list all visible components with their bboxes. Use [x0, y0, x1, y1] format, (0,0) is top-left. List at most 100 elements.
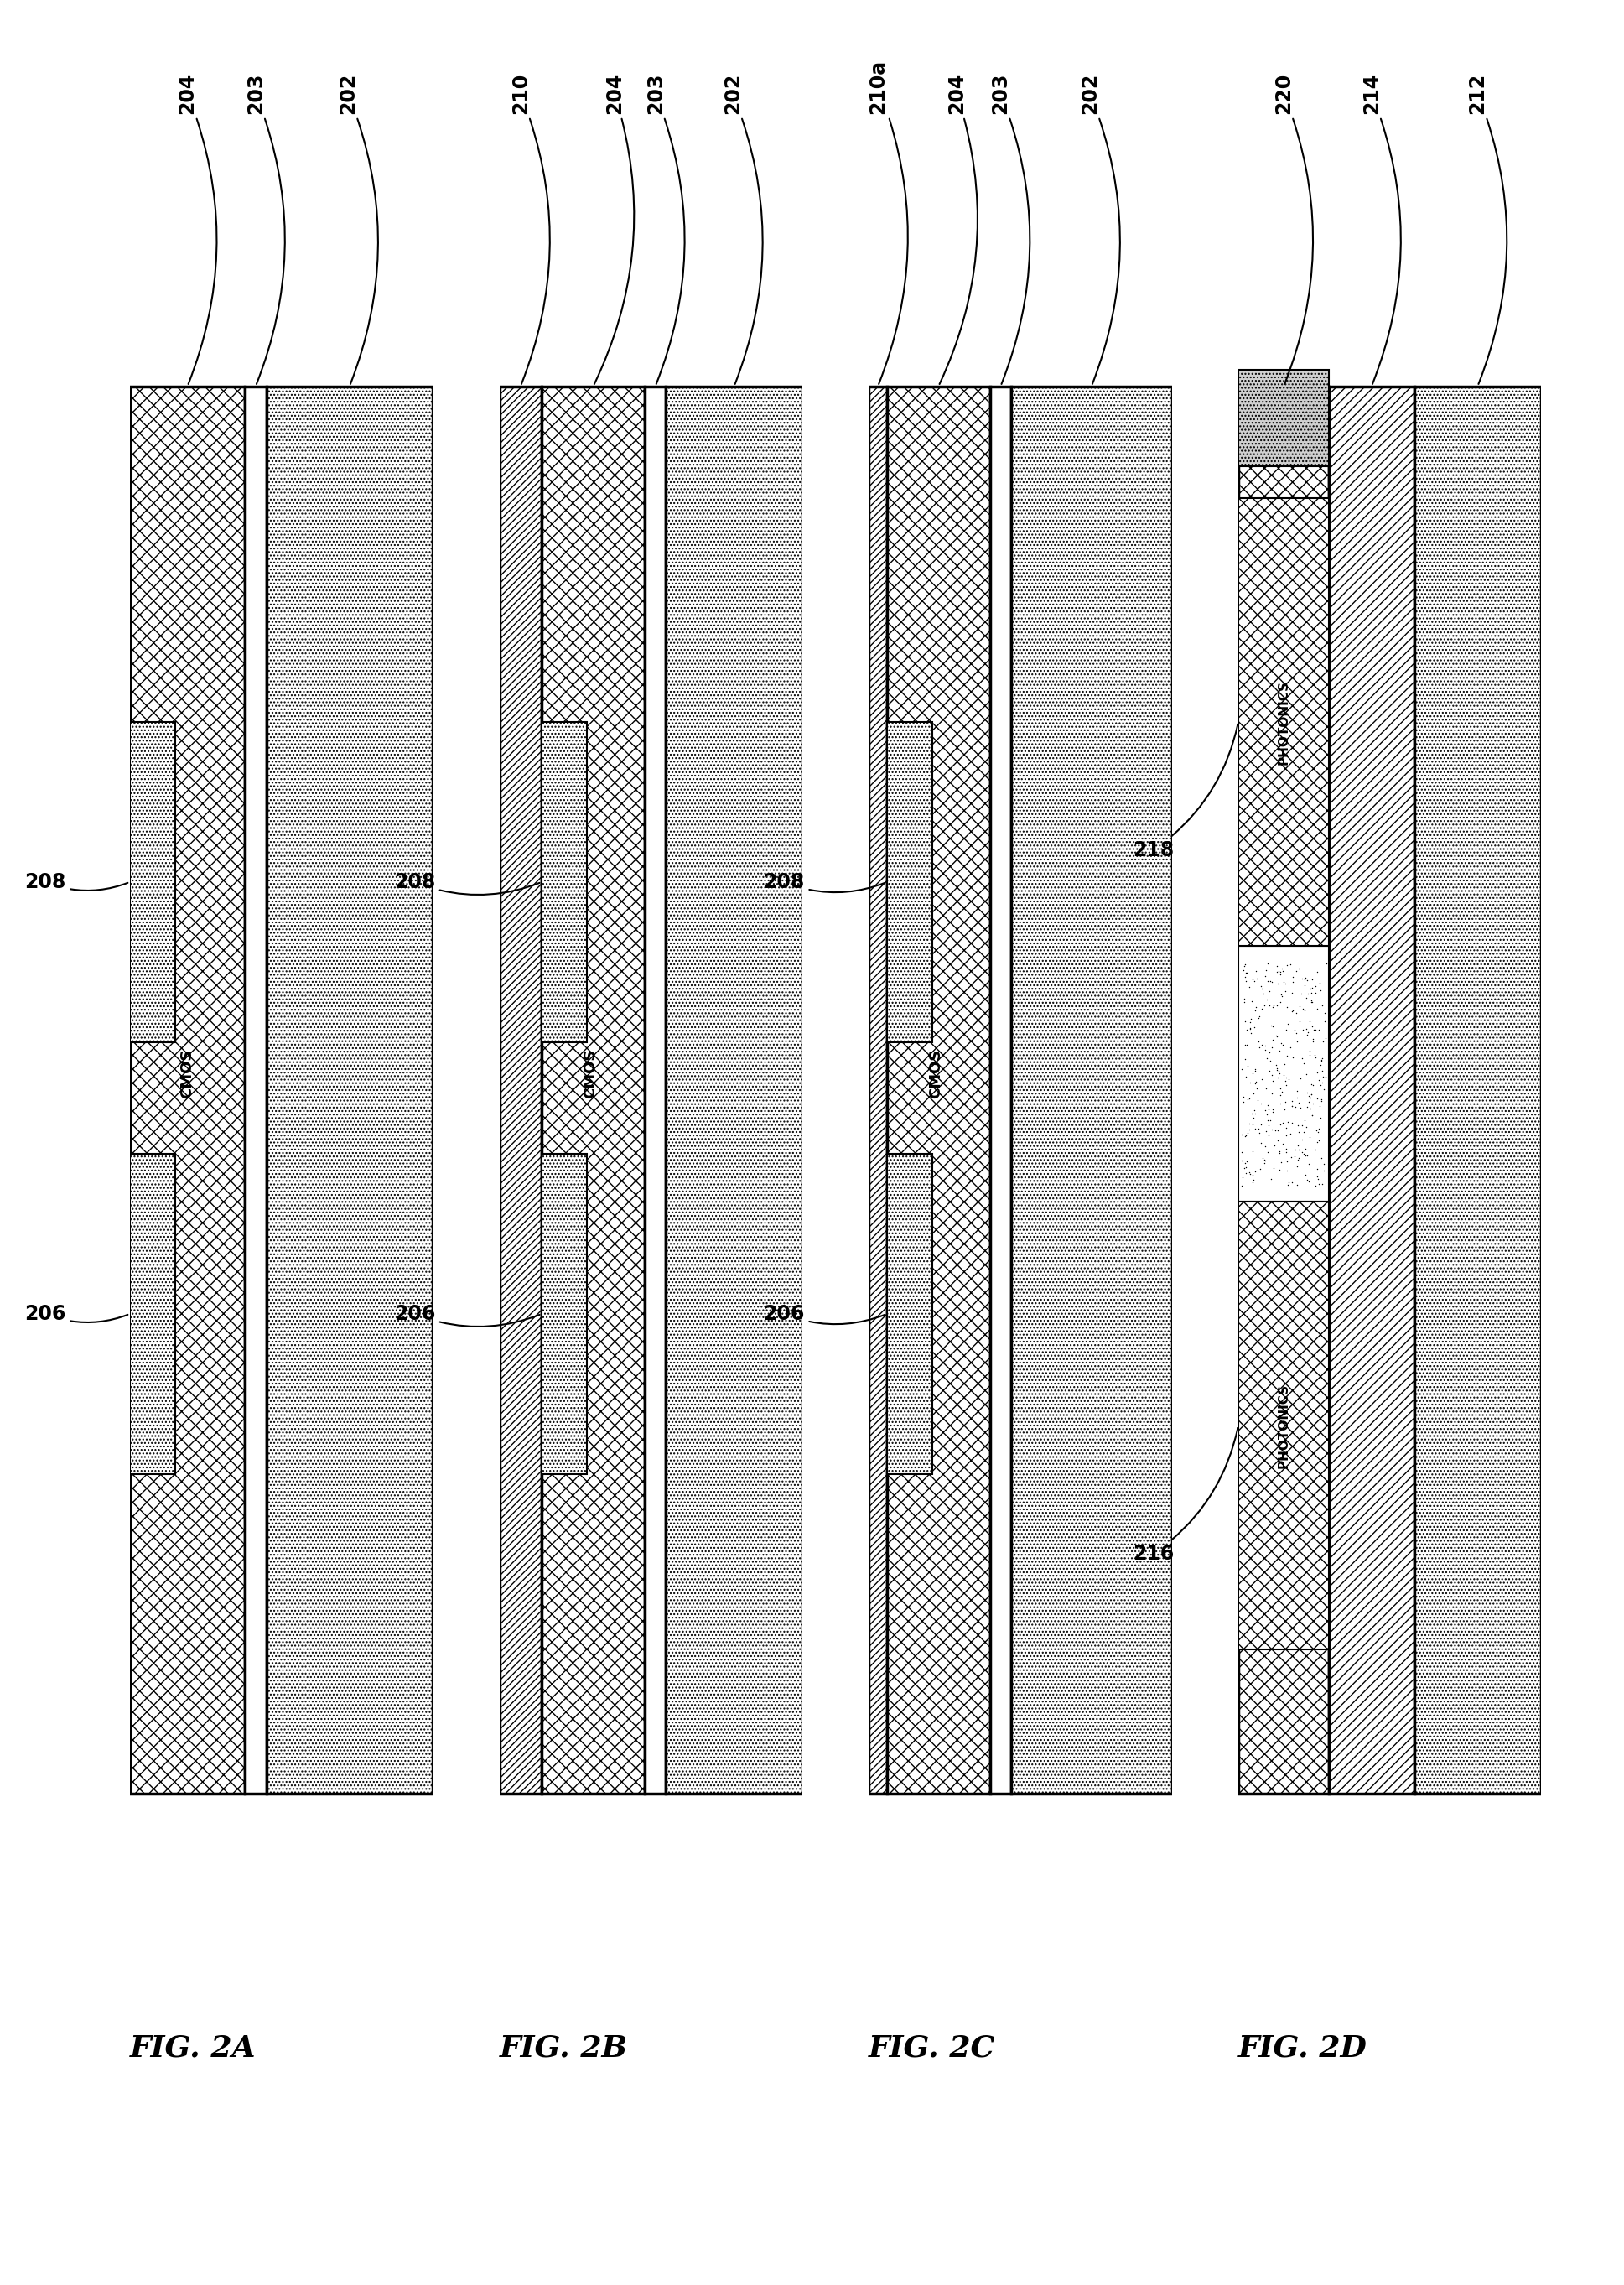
Point	[1267, 1056, 1293, 1092]
Point	[1260, 987, 1286, 1024]
Point	[1233, 1149, 1259, 1186]
Point	[1260, 1092, 1286, 1129]
Point	[1239, 1095, 1265, 1131]
Point	[1289, 1122, 1315, 1158]
Point	[1285, 951, 1311, 987]
Point	[1270, 1127, 1296, 1163]
Point	[1286, 1113, 1312, 1149]
Point	[1285, 1106, 1311, 1142]
Point	[1228, 1142, 1254, 1179]
Point	[1231, 980, 1257, 1017]
Point	[1270, 1056, 1296, 1092]
Point	[1272, 973, 1298, 1010]
Point	[1285, 1024, 1311, 1060]
Text: 216: 216	[1134, 1428, 1237, 1563]
Point	[1268, 1142, 1294, 1179]
Point	[1278, 992, 1304, 1028]
Point	[1293, 1131, 1319, 1168]
Point	[1254, 962, 1280, 999]
Point	[1298, 971, 1324, 1008]
Text: 212: 212	[1468, 73, 1507, 384]
Bar	[1415, 386, 1541, 1794]
Point	[1233, 1117, 1259, 1154]
Point	[1265, 1122, 1291, 1158]
Text: FIG. 2D: FIG. 2D	[1237, 2034, 1367, 2061]
Point	[1239, 1106, 1265, 1142]
Point	[1301, 1067, 1327, 1104]
Point	[1237, 1015, 1263, 1051]
Point	[1234, 1001, 1260, 1037]
Point	[1267, 983, 1293, 1019]
Point	[1231, 1117, 1257, 1154]
Point	[1231, 985, 1257, 1021]
Point	[1233, 955, 1259, 992]
Point	[1294, 1138, 1320, 1174]
Point	[1307, 1067, 1333, 1104]
Point	[1311, 1072, 1337, 1108]
Point	[1285, 1140, 1311, 1177]
Point	[1267, 1133, 1293, 1170]
Point	[1278, 1163, 1304, 1200]
Point	[1304, 953, 1330, 989]
Point	[1314, 946, 1340, 983]
Point	[1268, 951, 1294, 987]
Point	[1246, 1001, 1272, 1037]
Point	[1280, 1040, 1306, 1076]
Bar	[130, 722, 175, 1042]
Bar	[266, 386, 434, 1794]
Point	[1257, 973, 1283, 1010]
Point	[1307, 971, 1333, 1008]
Bar	[542, 1154, 588, 1474]
Point	[1299, 1024, 1325, 1060]
Point	[1237, 1010, 1263, 1047]
Point	[1237, 1001, 1263, 1037]
Point	[1309, 1065, 1335, 1101]
Point	[1273, 1117, 1299, 1154]
Point	[1233, 1042, 1259, 1079]
Point	[1247, 1085, 1273, 1122]
Point	[1273, 1108, 1299, 1145]
Point	[1299, 969, 1325, 1005]
Point	[1242, 992, 1268, 1028]
Point	[1304, 1081, 1330, 1117]
Bar	[887, 1154, 932, 1474]
Point	[1309, 1081, 1335, 1117]
Point	[1294, 962, 1320, 999]
Point	[1285, 1127, 1311, 1163]
Point	[1244, 1069, 1270, 1106]
Point	[1229, 1115, 1255, 1152]
Point	[1291, 1136, 1317, 1172]
Point	[1233, 1058, 1259, 1095]
Point	[1273, 1131, 1299, 1168]
Point	[1270, 953, 1296, 989]
Point	[1252, 1028, 1278, 1065]
Point	[1302, 1040, 1328, 1076]
Point	[1272, 1047, 1298, 1083]
Point	[1307, 964, 1333, 1001]
Point	[1260, 1008, 1286, 1044]
Point	[1260, 1063, 1286, 1099]
Point	[1285, 1165, 1311, 1202]
Point	[1237, 1005, 1263, 1042]
Point	[1249, 1026, 1275, 1063]
Point	[1241, 1092, 1267, 1129]
Point	[1247, 1115, 1273, 1152]
Point	[1233, 946, 1259, 983]
Text: 214: 214	[1361, 73, 1402, 384]
Point	[1296, 1003, 1322, 1040]
Text: 220: 220	[1273, 73, 1312, 384]
Point	[1252, 1113, 1278, 1149]
Text: 218: 218	[1134, 724, 1237, 859]
Point	[1273, 1058, 1299, 1095]
Bar	[1237, 386, 1328, 1794]
Point	[1255, 1133, 1281, 1170]
Point	[1275, 1152, 1301, 1188]
Point	[1293, 960, 1319, 996]
Point	[1229, 1158, 1255, 1195]
Point	[1309, 1040, 1335, 1076]
Point	[1294, 1017, 1320, 1053]
Point	[1280, 976, 1306, 1012]
Point	[1298, 1090, 1324, 1127]
Point	[1267, 1069, 1293, 1106]
Text: FIG. 2A: FIG. 2A	[130, 2034, 257, 2061]
